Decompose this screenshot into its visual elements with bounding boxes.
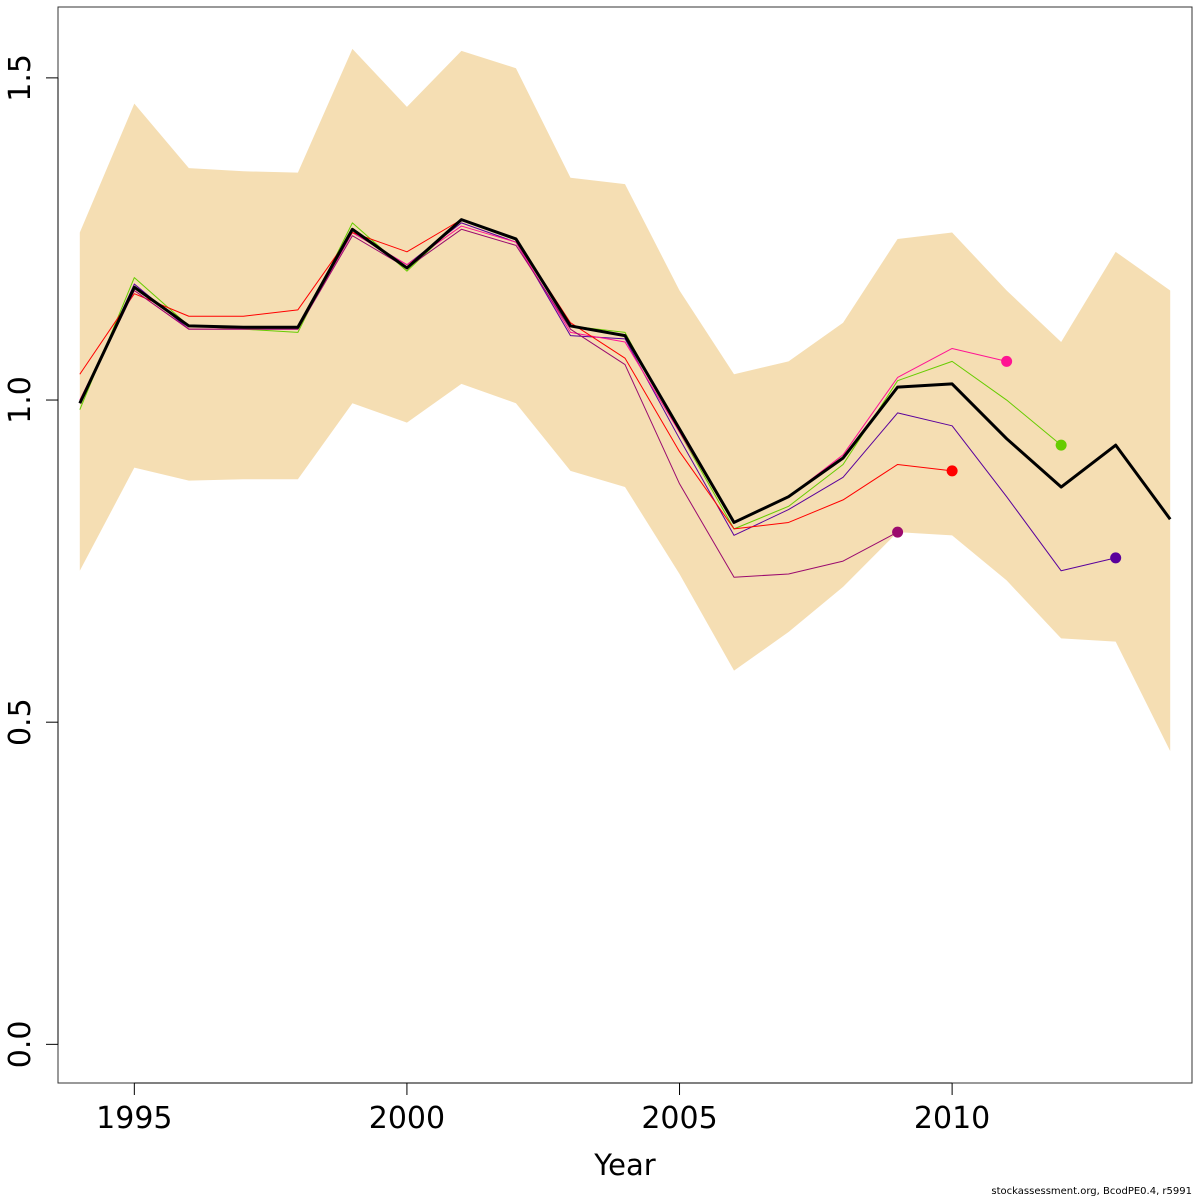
confidence-band: [79, 48, 1171, 752]
y-tick-label: 0.0: [3, 1020, 38, 1068]
x-tick-label: 2000: [369, 1101, 445, 1136]
series-end-point: [946, 465, 958, 477]
series-end-point: [1110, 552, 1122, 564]
y-tick-label: 1.5: [3, 54, 38, 102]
x-tick-label: 2005: [641, 1101, 717, 1136]
series-line: [78, 218, 1172, 524]
series-end-point: [1001, 355, 1013, 367]
y-tick-label: 0.5: [3, 698, 38, 746]
confidence-band-layer: [79, 48, 1171, 752]
series-layer: [78, 218, 1172, 578]
series-end-point: [892, 526, 904, 538]
y-tick-label: 1.0: [3, 376, 38, 424]
footer-credit: stockassessment.org, BcodPE0.4, r5991: [991, 1186, 1192, 1197]
x-axis-title: Year: [593, 1148, 655, 1182]
x-tick-label: 1995: [96, 1101, 172, 1136]
x-axis: 1995 2000 2005 2010: [96, 1082, 990, 1136]
series-end-point: [1055, 439, 1067, 451]
y-axis: 0.0 0.5 1.0 1.5: [3, 54, 59, 1068]
series-line: [79, 228, 898, 578]
x-tick-label: 2010: [914, 1101, 990, 1136]
